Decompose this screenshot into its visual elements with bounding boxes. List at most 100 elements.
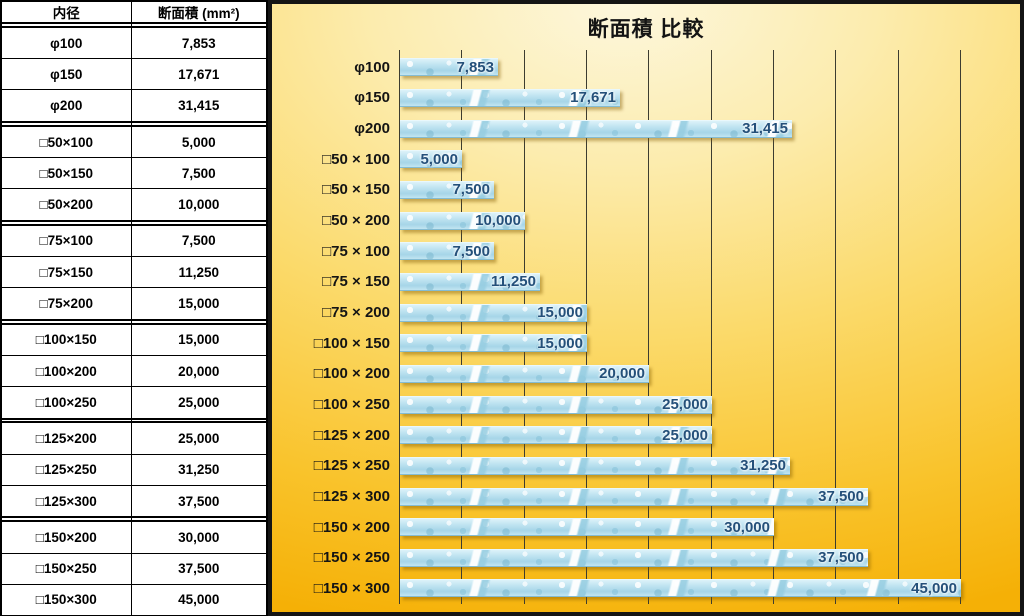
- spec-area-cell: 37,500: [130, 552, 268, 585]
- bar: 10,000: [400, 211, 525, 230]
- category-label: □75 × 100: [322, 242, 390, 260]
- spec-area-cell: 15,000: [130, 287, 268, 321]
- area-comparison-chart: 断面積 比較 φ100 7,853 φ150 17,671 φ200 31,415 □50 …: [268, 0, 1024, 616]
- spec-size-cell: □125×300: [0, 484, 132, 518]
- spec-size-cell: □75×150: [0, 256, 132, 289]
- bar-row: □75 × 200 15,000: [272, 297, 1020, 328]
- spec-area-cell: 37,500: [130, 484, 268, 518]
- bar: 25,000: [400, 395, 712, 414]
- category-label: □75 × 200: [322, 304, 390, 322]
- bar-value-label: 5,000: [420, 150, 458, 168]
- bar-row: φ150 17,671: [272, 83, 1020, 114]
- category-label: □150 × 200: [313, 518, 390, 536]
- category-label: □100 × 200: [313, 365, 390, 383]
- bar: 37,500: [400, 487, 868, 506]
- bar-row: □125 × 300 37,500: [272, 481, 1020, 512]
- bar-value-label: 30,000: [724, 518, 770, 536]
- spec-area-cell: 10,000: [130, 188, 268, 222]
- spec-area-cell: [130, 516, 268, 523]
- spec-size-cell: □125×200: [0, 421, 132, 455]
- table-row: □150×200 30,000: [0, 520, 268, 554]
- table-spacer-row: [0, 219, 268, 226]
- spec-size-cell: φ100: [0, 26, 132, 60]
- chart-gridline: [897, 50, 899, 604]
- spec-area-cell: [130, 417, 268, 424]
- bar-value-label: 17,671: [570, 89, 616, 107]
- bar-row: □125 × 200 25,000: [272, 420, 1020, 451]
- bar-row: □75 × 150 11,250: [272, 267, 1020, 298]
- spec-area-cell: 20,000: [130, 355, 268, 388]
- bar: 30,000: [400, 518, 774, 537]
- bar-value-label: 37,500: [818, 549, 864, 567]
- bar-value-label: 7,500: [452, 242, 490, 260]
- table-spacer-row: [0, 22, 268, 28]
- spec-area-cell: 17,671: [130, 58, 268, 91]
- chart-gridline: [710, 50, 712, 604]
- category-label: □125 × 250: [313, 457, 390, 475]
- chart-axis-line: [399, 50, 400, 604]
- category-label: □75 × 150: [322, 273, 390, 291]
- bar-row: □100 × 150 15,000: [272, 328, 1020, 359]
- bar-row: □125 × 250 31,250: [272, 451, 1020, 482]
- spec-area-cell: [130, 120, 268, 127]
- chart-gridline: [523, 50, 525, 604]
- spec-size-cell: □50×200: [0, 188, 132, 222]
- spec-area-cell: 5,000: [130, 125, 268, 159]
- spec-area-cell: 30,000: [130, 520, 268, 554]
- spec-size-cell: □150×300: [0, 583, 132, 616]
- spec-area-cell: [130, 318, 268, 325]
- spec-area-cell: 25,000: [130, 421, 268, 455]
- spec-table-header-diameter: 内径: [0, 0, 132, 24]
- bar-row: □150 × 250 37,500: [272, 543, 1020, 574]
- category-label: □150 × 300: [313, 579, 390, 597]
- table-spacer-row: [0, 516, 268, 523]
- bar-value-label: 37,500: [818, 488, 864, 506]
- category-label: □50 × 100: [322, 150, 390, 168]
- bar: 17,671: [400, 88, 620, 107]
- spec-table-body: φ100 7,853 φ150 17,671 φ200 31,415 □50×100 5,00…: [0, 22, 268, 616]
- category-label: □100 × 250: [313, 396, 390, 414]
- bar-value-label: 31,415: [742, 120, 788, 138]
- spec-size-cell: □125×250: [0, 453, 132, 486]
- bar-value-label: 31,250: [740, 457, 786, 475]
- spec-size-cell: □100×250: [0, 386, 132, 420]
- table-row: □150×250 37,500: [0, 552, 268, 585]
- table-row: □50×150 7,500: [0, 157, 268, 190]
- chart-plot-area: φ100 7,853 φ150 17,671 φ200 31,415 □50 × 100 5,…: [272, 52, 1020, 604]
- table-row: φ150 17,671: [0, 58, 268, 91]
- table-row: □75×100 7,500: [0, 224, 268, 258]
- bar-value-label: 15,000: [537, 304, 583, 322]
- table-row: □100×250 25,000: [0, 386, 268, 420]
- table-row: □125×200 25,000: [0, 421, 268, 455]
- bar-row: □150 × 300 45,000: [272, 573, 1020, 604]
- spec-size-cell: □100×200: [0, 355, 132, 388]
- spec-size-cell: □150×250: [0, 552, 132, 585]
- spec-size-cell: □75×100: [0, 224, 132, 258]
- bar-value-label: 7,853: [456, 58, 494, 76]
- chart-gridline: [461, 50, 463, 604]
- bar-row: φ200 31,415: [272, 113, 1020, 144]
- spec-area-cell: [130, 22, 268, 28]
- category-label: □50 × 200: [322, 212, 390, 230]
- spec-size-cell: □150×200: [0, 520, 132, 554]
- bar: 25,000: [400, 426, 712, 445]
- spec-area-cell: 11,250: [130, 256, 268, 289]
- spec-size-cell: □75×200: [0, 287, 132, 321]
- bar-value-label: 10,000: [475, 212, 521, 230]
- category-label: □125 × 300: [313, 488, 390, 506]
- category-label: □125 × 200: [313, 426, 390, 444]
- bar-value-label: 11,250: [490, 273, 536, 291]
- category-label: □100 × 150: [313, 334, 390, 352]
- category-label: φ200: [354, 120, 390, 138]
- spec-area-cell: 15,000: [130, 323, 268, 357]
- spec-table-header-area: 断面積 (mm²): [130, 0, 268, 24]
- spec-area-cell: 31,415: [130, 89, 268, 123]
- spec-size-cell: φ200: [0, 89, 132, 123]
- bar: 7,500: [400, 242, 494, 261]
- table-row: □100×150 15,000: [0, 323, 268, 357]
- bar-row: □100 × 250 25,000: [272, 389, 1020, 420]
- table-row: □125×300 37,500: [0, 484, 268, 518]
- category-label: □50 × 150: [322, 181, 390, 199]
- bar: 15,000: [400, 303, 587, 322]
